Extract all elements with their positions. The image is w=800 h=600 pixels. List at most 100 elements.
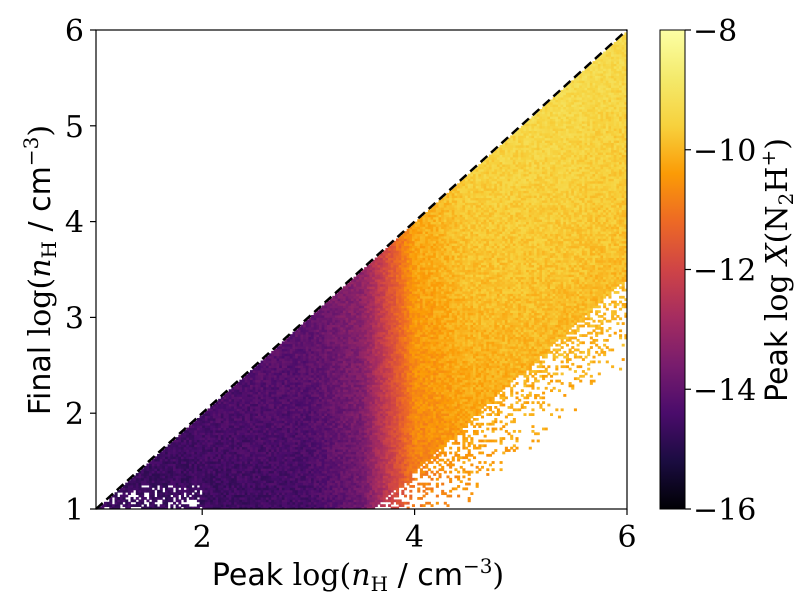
heatmap-cell xyxy=(337,487,341,491)
heatmap-cell xyxy=(260,420,264,424)
heatmap-cell xyxy=(356,429,360,433)
heatmap-cell xyxy=(218,420,222,424)
heatmap-cell xyxy=(324,465,328,469)
heatmap-cell xyxy=(353,348,357,352)
heatmap-cell xyxy=(215,410,219,414)
heatmap-cell xyxy=(236,446,240,450)
heatmap-cell xyxy=(321,310,325,314)
heatmap-cell xyxy=(199,473,203,476)
heatmap-cell xyxy=(340,494,344,498)
heatmap-cell xyxy=(348,286,352,290)
heatmap-cell xyxy=(218,446,222,450)
heatmap-cell xyxy=(223,475,227,479)
heatmap-cell xyxy=(334,465,339,469)
heatmap-cell xyxy=(260,394,264,397)
heatmap-cell xyxy=(159,489,163,493)
heatmap-cell xyxy=(249,384,254,388)
heatmap-cell xyxy=(252,410,256,414)
heatmap-cell xyxy=(196,473,200,476)
heatmap-cell xyxy=(311,319,315,323)
heatmap-cell xyxy=(297,374,301,378)
heatmap-cell xyxy=(292,485,296,488)
heatmap-cell xyxy=(167,465,171,469)
heatmap-cell xyxy=(358,446,362,450)
heatmap-cell xyxy=(353,283,357,287)
heatmap-cell xyxy=(313,429,317,433)
heatmap-cell xyxy=(345,374,349,378)
heatmap-cell xyxy=(279,492,283,496)
heatmap-cell xyxy=(316,487,320,491)
heatmap-cell xyxy=(316,475,320,479)
heatmap-cell xyxy=(271,451,275,455)
heatmap-cell xyxy=(348,497,352,500)
heatmap-cell xyxy=(202,432,206,436)
heatmap-cell xyxy=(340,365,344,369)
heatmap-cell xyxy=(300,367,304,371)
heatmap-cell xyxy=(263,453,267,457)
heatmap-cell xyxy=(180,468,185,472)
heatmap-cell xyxy=(180,504,185,507)
heatmap-cell xyxy=(220,425,224,428)
heatmap-cell xyxy=(263,367,267,371)
heatmap-cell xyxy=(178,441,182,445)
heatmap-cell xyxy=(234,386,238,390)
heatmap-cell xyxy=(337,417,341,421)
heatmap-cell xyxy=(289,410,293,414)
heatmap-cell xyxy=(215,458,219,462)
heatmap-cell xyxy=(289,444,293,448)
heatmap-cell xyxy=(276,497,280,500)
heatmap-cell xyxy=(308,334,312,337)
heatmap-cell xyxy=(326,473,331,476)
heatmap-cell xyxy=(249,463,254,467)
heatmap-cell xyxy=(334,343,339,347)
heatmap-cell xyxy=(326,458,331,462)
heatmap-cell xyxy=(215,461,219,464)
heatmap-cell xyxy=(236,480,240,484)
heatmap-cell xyxy=(265,432,269,436)
heatmap-cell xyxy=(319,377,323,381)
heatmap-cell xyxy=(165,456,169,460)
heatmap-cell xyxy=(364,420,368,424)
heatmap-cell xyxy=(313,470,317,474)
heatmap-cell xyxy=(364,427,368,431)
heatmap-cell xyxy=(279,410,283,414)
heatmap-cell xyxy=(273,458,277,462)
heatmap-cell xyxy=(279,494,283,498)
heatmap-cell xyxy=(334,334,339,337)
heatmap-cell xyxy=(204,458,208,462)
heatmap-cell xyxy=(279,391,283,395)
heatmap-cell xyxy=(326,432,331,436)
heatmap-cell xyxy=(321,463,325,467)
heatmap-cell xyxy=(162,480,166,484)
heatmap-cell xyxy=(356,398,360,402)
heatmap-cell xyxy=(268,463,272,467)
heatmap-cell xyxy=(319,485,323,488)
heatmap-cell xyxy=(149,463,153,467)
heatmap-cell xyxy=(311,410,315,414)
heatmap-cell xyxy=(281,348,285,352)
heatmap-cell xyxy=(287,360,291,364)
heatmap-cell xyxy=(348,482,352,486)
heatmap-cell xyxy=(289,425,293,428)
heatmap-cell xyxy=(319,422,323,426)
heatmap-cell xyxy=(332,477,336,481)
heatmap-cell xyxy=(249,382,254,385)
heatmap-cell xyxy=(165,489,169,493)
heatmap-cell xyxy=(305,377,309,381)
heatmap-cell xyxy=(337,425,341,428)
heatmap-cell xyxy=(191,456,195,460)
heatmap-cell xyxy=(342,334,346,337)
heatmap-cell xyxy=(332,446,336,450)
heatmap-cell xyxy=(188,429,192,433)
heatmap-cell xyxy=(332,360,336,364)
heatmap-cell xyxy=(263,429,267,433)
heatmap-cell xyxy=(295,370,299,373)
heatmap-cell xyxy=(332,317,336,321)
heatmap-cell xyxy=(358,295,362,299)
heatmap-cell xyxy=(210,429,214,433)
heatmap-cell xyxy=(276,403,280,407)
heatmap-cell xyxy=(345,497,349,500)
heatmap-cell xyxy=(287,417,291,421)
heatmap-cell xyxy=(303,432,307,436)
heatmap-cell xyxy=(297,326,301,330)
